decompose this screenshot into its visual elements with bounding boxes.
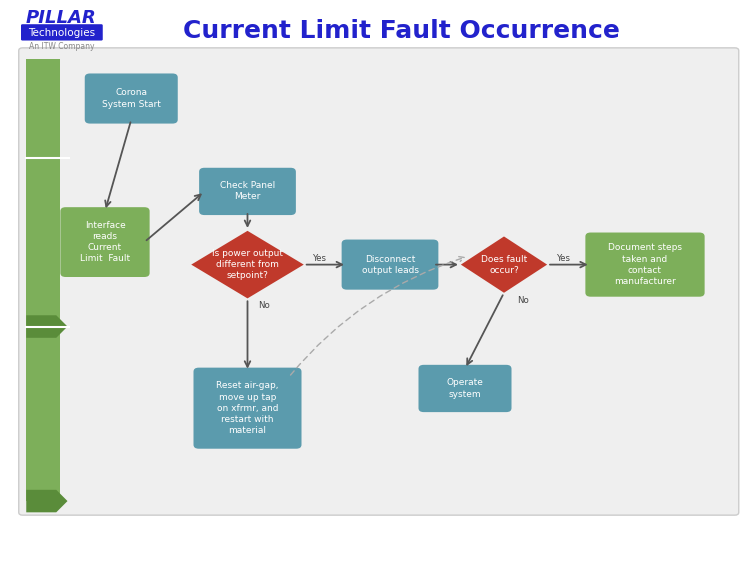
FancyBboxPatch shape <box>85 74 178 124</box>
Text: Technologies: Technologies <box>28 28 95 38</box>
Text: Check Panel
Meter: Check Panel Meter <box>220 181 275 202</box>
FancyBboxPatch shape <box>19 48 739 515</box>
Text: Is power output
different from
setpoint?: Is power output different from setpoint? <box>212 249 283 280</box>
Polygon shape <box>26 315 68 338</box>
FancyBboxPatch shape <box>21 24 103 41</box>
FancyBboxPatch shape <box>341 239 438 289</box>
Text: Interface
reads
Current
Limit  Fault: Interface reads Current Limit Fault <box>80 221 130 263</box>
Bar <box>26 327 60 501</box>
Text: Corona
System Start: Corona System Start <box>102 88 160 109</box>
Text: Document steps
taken and
contact
manufacturer: Document steps taken and contact manufac… <box>608 243 682 286</box>
FancyBboxPatch shape <box>194 368 302 449</box>
Text: Disconnect
output leads: Disconnect output leads <box>362 254 419 275</box>
FancyBboxPatch shape <box>61 207 149 277</box>
Polygon shape <box>191 231 304 298</box>
Bar <box>26 158 60 327</box>
FancyBboxPatch shape <box>200 168 296 215</box>
Text: No: No <box>258 301 270 310</box>
Text: Yes: Yes <box>556 254 571 263</box>
Text: Yes: Yes <box>314 254 327 263</box>
FancyBboxPatch shape <box>585 233 705 297</box>
Text: Current Limit Fault Occurrence: Current Limit Fault Occurrence <box>183 19 620 43</box>
Text: No: No <box>517 296 529 305</box>
Text: PILLAR: PILLAR <box>26 9 97 27</box>
Bar <box>26 59 60 158</box>
Text: An ITW Company: An ITW Company <box>28 42 94 51</box>
Polygon shape <box>26 490 68 512</box>
Text: Operate
system: Operate system <box>446 378 484 399</box>
Polygon shape <box>460 236 547 293</box>
Text: Does fault
occur?: Does fault occur? <box>481 254 527 275</box>
Text: Reset air-gap,
move up tap
on xfrmr, and
restart with
material: Reset air-gap, move up tap on xfrmr, and… <box>216 382 279 435</box>
FancyBboxPatch shape <box>419 365 512 412</box>
